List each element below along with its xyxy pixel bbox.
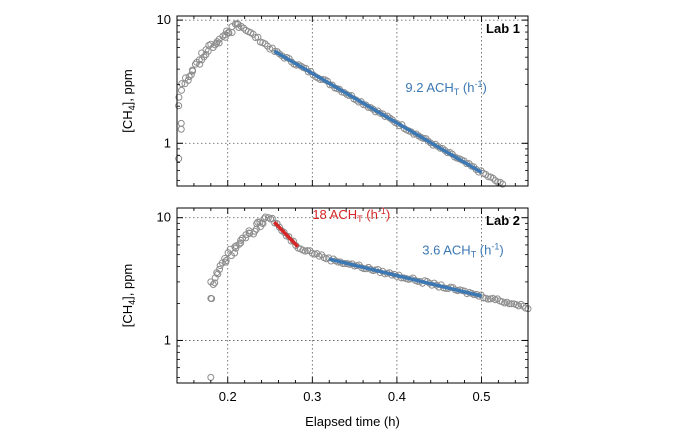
panel-lab-1: 1 10 Lab 1 [CH4], ppm 9.2 ACHT (h-1) bbox=[120, 12, 529, 188]
data-point bbox=[196, 60, 204, 68]
annotation-subscript: T bbox=[357, 214, 363, 224]
data-point bbox=[185, 73, 193, 81]
annotation-part: 3.6 ACH bbox=[422, 243, 470, 258]
annotation-rate-fast: 18 ACHT (h-1) bbox=[312, 206, 390, 224]
data-point bbox=[508, 300, 516, 308]
fit-line-fit-slow bbox=[328, 257, 482, 298]
data-point bbox=[251, 227, 259, 235]
data-point bbox=[225, 29, 233, 37]
data-point bbox=[484, 295, 492, 303]
annotation-rate: 9.2 ACHT (h-1) bbox=[405, 79, 486, 97]
x-tick-label: 0.3 bbox=[303, 389, 321, 404]
data-point bbox=[489, 174, 497, 182]
data-point bbox=[222, 257, 230, 265]
data-point bbox=[499, 180, 507, 188]
data-point bbox=[215, 39, 223, 47]
annotation-subscript: T bbox=[454, 87, 460, 97]
y-axis-title-part: [CH bbox=[120, 110, 135, 132]
panel-label: Lab 1 bbox=[486, 21, 520, 36]
data-point bbox=[484, 173, 492, 181]
data-point bbox=[207, 373, 215, 381]
y-tick-label: 10 bbox=[157, 12, 171, 27]
y-tick-label: 1 bbox=[164, 135, 171, 150]
annotation-part: (h bbox=[363, 207, 378, 222]
data-point bbox=[240, 24, 248, 32]
data-point bbox=[221, 254, 229, 262]
measured-points bbox=[175, 20, 507, 188]
annotation-part: ) bbox=[482, 80, 486, 95]
annotation-part: ) bbox=[499, 243, 503, 258]
x-tick-label: 0.5 bbox=[472, 389, 490, 404]
plot-frame bbox=[176, 15, 529, 187]
annotation-part: 18 ACH bbox=[312, 207, 357, 222]
measured-points bbox=[207, 213, 532, 381]
data-point bbox=[178, 80, 186, 88]
data-point bbox=[187, 71, 195, 79]
data-point bbox=[237, 239, 245, 247]
data-point bbox=[207, 294, 215, 302]
data-point bbox=[505, 300, 513, 308]
data-point bbox=[175, 155, 183, 163]
fit-lines bbox=[273, 49, 483, 174]
data-point bbox=[177, 125, 185, 133]
grid bbox=[177, 208, 528, 383]
data-point bbox=[184, 76, 192, 84]
x-axis-title: Elapsed time (h) bbox=[305, 414, 400, 429]
data-point bbox=[232, 244, 240, 252]
y-axis-title-part: ], ppm bbox=[120, 264, 135, 300]
data-point bbox=[175, 93, 183, 101]
data-point bbox=[242, 234, 250, 242]
fit-lines bbox=[273, 220, 482, 298]
y-axis-title-part: ], ppm bbox=[120, 69, 135, 105]
data-point bbox=[275, 223, 283, 231]
grid bbox=[177, 16, 528, 186]
annotation-superscript: -1 bbox=[474, 79, 482, 89]
data-point bbox=[261, 40, 269, 48]
annotation-superscript: -1 bbox=[491, 242, 499, 252]
y-tick-label: 1 bbox=[164, 332, 171, 347]
axis-ticks: 1 10 bbox=[157, 12, 528, 186]
data-point bbox=[216, 265, 224, 273]
annotation-part: (h bbox=[459, 80, 474, 95]
fit-line-fit bbox=[273, 49, 483, 174]
y-axis-title-subscript: 4 bbox=[127, 105, 137, 110]
plot-frame bbox=[176, 207, 529, 384]
annotation-superscript: -1 bbox=[378, 206, 386, 216]
annotation-part: 9.2 ACH bbox=[405, 80, 453, 95]
annotation-part: ) bbox=[386, 207, 390, 222]
annotation-rate-slow: 3.6 ACHT (h-1) bbox=[422, 242, 503, 260]
annotation-subscript: T bbox=[471, 250, 477, 260]
y-axis-title: [CH4], ppm bbox=[120, 69, 137, 133]
x-tick-label: 0.2 bbox=[219, 389, 237, 404]
data-point bbox=[235, 240, 243, 248]
data-point bbox=[175, 102, 183, 110]
annotation-part: (h bbox=[476, 243, 491, 258]
y-tick-label: 10 bbox=[157, 210, 171, 225]
data-point bbox=[259, 220, 267, 228]
panel-label: Lab 2 bbox=[486, 213, 520, 228]
data-point bbox=[479, 294, 487, 302]
data-point bbox=[214, 270, 222, 278]
x-tick-label: 0.4 bbox=[388, 389, 406, 404]
y-axis-title-part: [CH bbox=[120, 305, 135, 327]
y-axis-title: [CH4], ppm bbox=[120, 264, 137, 328]
fit-line-fit-fast bbox=[273, 220, 300, 248]
data-point bbox=[191, 60, 199, 68]
data-point bbox=[280, 228, 288, 236]
data-point bbox=[252, 34, 260, 42]
data-point bbox=[207, 278, 215, 286]
data-point bbox=[189, 67, 197, 75]
y-axis-title-subscript: 4 bbox=[127, 300, 137, 305]
data-point bbox=[211, 279, 219, 287]
data-point bbox=[177, 119, 185, 127]
axis-ticks: 1 10 0.2 0.3 0.4 0.5 bbox=[157, 208, 528, 404]
data-point bbox=[178, 86, 186, 94]
